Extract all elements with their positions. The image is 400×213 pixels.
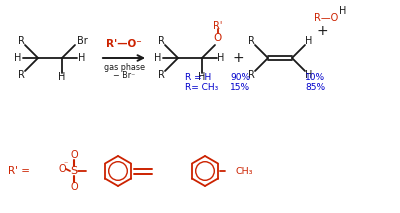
Text: O: O xyxy=(214,33,222,43)
Text: H: H xyxy=(154,53,162,63)
Text: O: O xyxy=(70,150,78,160)
Text: R: R xyxy=(18,36,24,46)
Text: ⁻: ⁻ xyxy=(64,160,68,168)
Text: +: + xyxy=(316,24,328,38)
Text: R: R xyxy=(248,70,254,80)
Text: H: H xyxy=(78,53,86,63)
Text: +: + xyxy=(232,51,244,65)
Text: R'—O⁻: R'—O⁻ xyxy=(106,39,142,49)
Text: 85%: 85% xyxy=(305,82,325,92)
Text: gas phase: gas phase xyxy=(104,62,144,72)
Text: R: R xyxy=(18,70,24,80)
Text: CH₃: CH₃ xyxy=(236,167,254,176)
Text: R= CH₃: R= CH₃ xyxy=(185,82,218,92)
Text: R': R' xyxy=(213,21,223,31)
Text: R—O: R—O xyxy=(314,13,338,23)
Text: R: R xyxy=(158,36,164,46)
Text: O: O xyxy=(70,182,78,192)
Text: H: H xyxy=(58,72,66,82)
Text: H: H xyxy=(305,70,313,80)
Text: R: R xyxy=(248,36,254,46)
Text: R: R xyxy=(158,70,164,80)
Text: H: H xyxy=(339,6,347,16)
Text: R = H: R = H xyxy=(185,73,211,82)
Text: − Br⁻: − Br⁻ xyxy=(113,71,135,79)
Text: H: H xyxy=(305,36,313,46)
Text: H: H xyxy=(217,53,225,63)
Text: 90%: 90% xyxy=(230,73,250,82)
Text: 15%: 15% xyxy=(230,82,250,92)
Text: 10%: 10% xyxy=(305,73,325,82)
Text: O: O xyxy=(58,164,66,174)
Text: S: S xyxy=(70,166,78,176)
Text: Br: Br xyxy=(77,36,87,46)
Text: H: H xyxy=(14,53,22,63)
Text: H: H xyxy=(198,72,206,82)
Text: R' =: R' = xyxy=(8,166,30,176)
